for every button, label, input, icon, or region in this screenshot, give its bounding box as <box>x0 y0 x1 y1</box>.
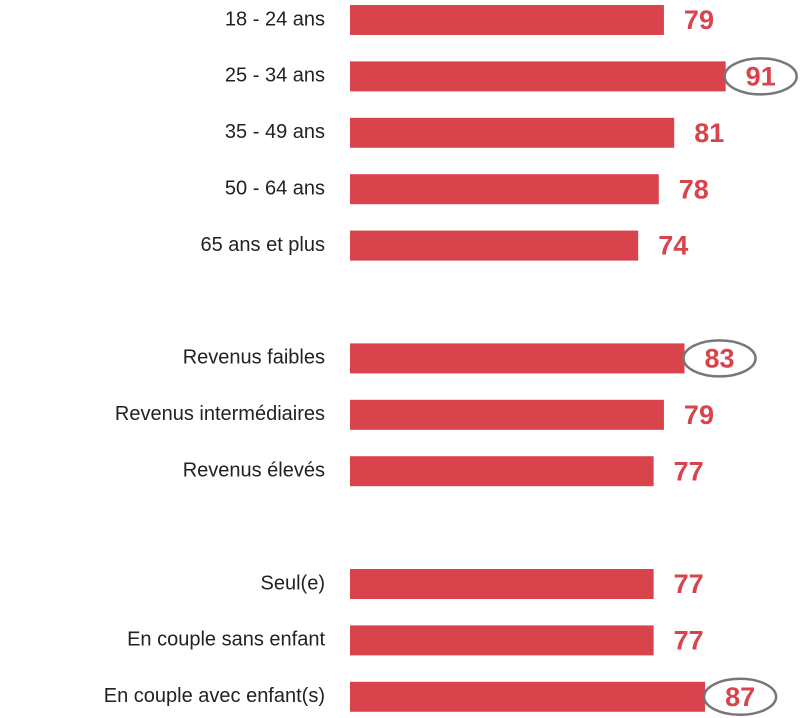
category-label: Revenus intermédiaires <box>115 403 325 425</box>
category-label: En couple avec enfant(s) <box>104 685 325 707</box>
bar <box>350 230 639 261</box>
category-label: Revenus élevés <box>183 459 325 481</box>
bar <box>350 117 675 148</box>
value-label: 87 <box>725 682 755 712</box>
value-label: 77 <box>674 569 704 599</box>
value-label: 91 <box>746 62 776 92</box>
value-label: 77 <box>674 626 704 656</box>
category-label: Seul(e) <box>261 572 325 594</box>
highlight-circle <box>702 677 778 717</box>
bar <box>350 343 685 374</box>
value-label: 74 <box>658 231 688 261</box>
value-label: 79 <box>684 400 714 430</box>
value-label: 79 <box>684 5 714 35</box>
bar <box>350 569 654 599</box>
bar <box>350 399 664 430</box>
value-label: 78 <box>679 174 709 204</box>
bar <box>350 456 654 487</box>
category-label: 18 - 24 ans <box>225 8 325 30</box>
value-label: 77 <box>674 456 704 486</box>
category-label: Revenus faibles <box>183 347 325 369</box>
value-label: 81 <box>694 118 724 148</box>
category-label: 35 - 49 ans <box>225 121 325 143</box>
bar <box>350 174 659 205</box>
highlight-circle <box>723 57 798 96</box>
category-label: 50 - 64 ans <box>225 177 325 199</box>
bar <box>350 5 664 35</box>
value-label: 83 <box>705 344 735 374</box>
category-label: En couple sans enfant <box>127 629 325 651</box>
category-label: 25 - 34 ans <box>225 65 325 87</box>
highlight-circle <box>682 339 757 378</box>
bar <box>350 61 726 92</box>
bar <box>350 625 654 656</box>
bar <box>350 681 706 712</box>
category-label: 65 ans et plus <box>200 234 325 256</box>
